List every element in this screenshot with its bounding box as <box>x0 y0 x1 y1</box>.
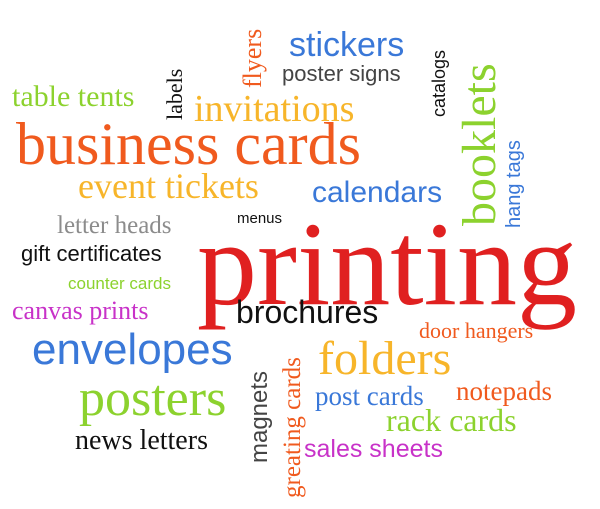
word-folders: folders <box>318 332 452 385</box>
word-post-cards: post cards <box>315 381 424 411</box>
word-business-cards: business cards <box>16 111 361 177</box>
word-notepads: notepads <box>456 376 552 406</box>
word-posters: posters <box>79 370 227 427</box>
word-flyers: flyers <box>238 28 267 88</box>
word-magnets: magnets <box>246 370 273 463</box>
word-envelopes: envelopes <box>32 325 233 374</box>
word-catalogs: catalogs <box>429 49 449 117</box>
word-rack-cards: rack cards <box>386 402 517 438</box>
word-gift-certificates: gift certificates <box>21 241 162 266</box>
word-brochures: brochures <box>236 294 379 330</box>
word-news-letters: news letters <box>75 425 208 456</box>
word-letter-heads: letter heads <box>57 212 172 239</box>
word-invitations: invitations <box>194 88 355 130</box>
word-table-tents: table tents <box>12 80 135 113</box>
word-greeting-cards: greating cards <box>279 357 306 498</box>
word-event-tickets: event tickets <box>78 166 259 206</box>
word-counter-cards: counter cards <box>68 274 171 293</box>
word-poster-signs: poster signs <box>282 61 401 86</box>
word-canvas-prints: canvas prints <box>12 296 149 325</box>
word-door-hangers: door hangers <box>419 318 534 343</box>
word-menus: menus <box>237 210 283 227</box>
word-sales-sheets: sales sheets <box>304 435 443 463</box>
word-stickers: stickers <box>289 26 405 64</box>
word-printing: printing <box>197 197 577 330</box>
word-calendars: calendars <box>312 176 443 209</box>
